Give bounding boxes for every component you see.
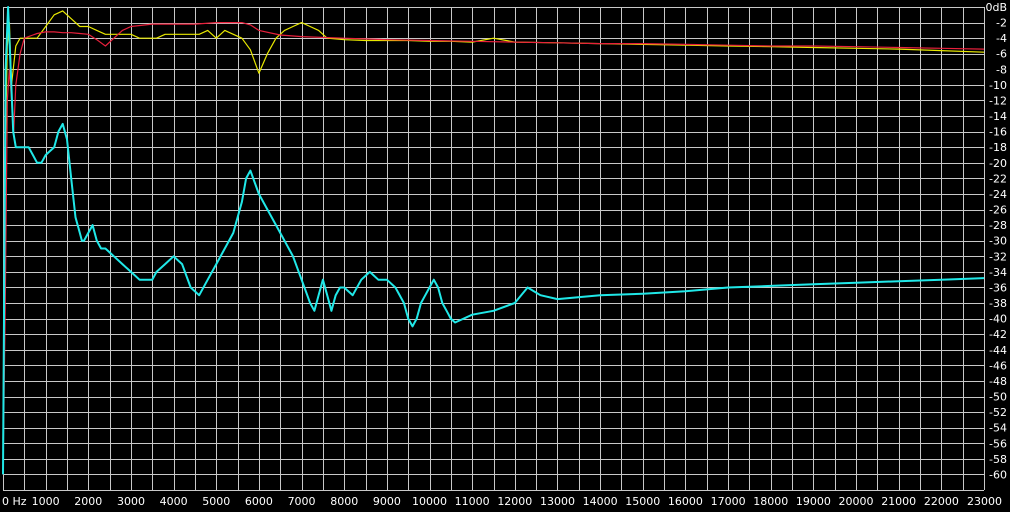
- x-tick-label: 12000: [497, 495, 532, 508]
- y-tick-label: 0dB: [985, 1, 1007, 14]
- x-tick-label: 17000: [711, 495, 746, 508]
- x-tick-label: 2000: [74, 495, 102, 508]
- series-line-3: [2, 6, 985, 475]
- x-tick-label: 19000: [796, 495, 831, 508]
- y-axis-tick-labels: 0dB -2 -4 -6 -8 -10 -12 -14 -16 -18 -20 -22 -24 -26 -2…: [985, 1, 1007, 481]
- y-tick-label: -30: [989, 235, 1007, 248]
- series-layer: [2, 6, 985, 475]
- x-tick-label: 6000: [245, 495, 273, 508]
- y-tick-label: -8: [996, 63, 1007, 76]
- x-tick-label: 15000: [625, 495, 660, 508]
- y-tick-label: -46: [989, 359, 1007, 372]
- x-tick-label: 0 Hz: [2, 495, 27, 508]
- y-tick-label: -44: [989, 344, 1007, 357]
- y-tick-label: -14: [989, 110, 1007, 123]
- y-tick-label: -16: [989, 126, 1007, 139]
- x-tick-label: 13000: [540, 495, 575, 508]
- y-tick-label: -40: [989, 313, 1007, 326]
- y-tick-label: -58: [989, 453, 1007, 466]
- y-tick-label: -60: [989, 468, 1007, 481]
- y-tick-label: -56: [989, 437, 1007, 450]
- y-tick-label: -48: [989, 375, 1007, 388]
- y-tick-label: -6: [996, 48, 1007, 61]
- y-tick-label: -36: [989, 281, 1007, 294]
- x-tick-label: 10000: [412, 495, 447, 508]
- x-tick-label: 20000: [839, 495, 874, 508]
- grid: [3, 7, 985, 491]
- x-axis-tick-labels: 0 Hz 1000 2000 3000 4000 5000 6000 7000 8000 9000…: [2, 495, 1002, 508]
- y-tick-label: -34: [989, 266, 1007, 279]
- x-tick-label: 7000: [288, 495, 316, 508]
- y-tick-label: -26: [989, 204, 1007, 217]
- x-tick-label: 1000: [32, 495, 60, 508]
- y-tick-label: -24: [989, 188, 1007, 201]
- x-tick-label: 11000: [455, 495, 490, 508]
- y-tick-label: -4: [996, 32, 1007, 45]
- y-tick-label: -20: [989, 157, 1007, 170]
- y-tick-label: -42: [989, 328, 1007, 341]
- y-tick-label: -54: [989, 422, 1007, 435]
- x-tick-label: 16000: [668, 495, 703, 508]
- x-tick-label: 8000: [330, 495, 358, 508]
- x-tick-label: 22000: [924, 495, 959, 508]
- x-tick-label: 18000: [753, 495, 788, 508]
- series-line-2: [2, 22, 985, 475]
- x-tick-label: 21000: [881, 495, 916, 508]
- y-tick-label: -12: [989, 94, 1007, 107]
- x-tick-label: 23000: [967, 495, 1002, 508]
- y-tick-label: -2: [996, 17, 1007, 30]
- x-tick-label: 9000: [373, 495, 401, 508]
- y-tick-label: -18: [989, 141, 1007, 154]
- y-tick-label: -52: [989, 406, 1007, 419]
- y-tick-label: -10: [989, 79, 1007, 92]
- y-tick-label: -28: [989, 219, 1007, 232]
- y-tick-label: -38: [989, 297, 1007, 310]
- y-tick-label: -22: [989, 172, 1007, 185]
- x-tick-label: 5000: [202, 495, 230, 508]
- y-tick-label: -50: [989, 391, 1007, 404]
- x-tick-label: 3000: [117, 495, 145, 508]
- x-tick-label: 14000: [583, 495, 618, 508]
- y-tick-label: -32: [989, 250, 1007, 263]
- x-tick-label: 4000: [160, 495, 188, 508]
